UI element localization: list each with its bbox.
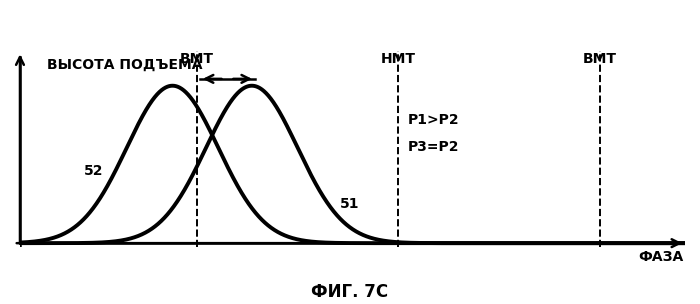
Text: ФАЗА: ФАЗА [638,250,684,264]
Text: P1>P2: P1>P2 [407,113,459,127]
Text: ВМТ: ВМТ [582,52,617,67]
Text: ВМТ: ВМТ [180,52,214,67]
Text: 52: 52 [84,164,104,178]
Text: ФИГ. 7C: ФИГ. 7C [312,283,388,301]
Text: ВЫСОТА ПОДЪЕМА: ВЫСОТА ПОДЪЕМА [47,57,202,71]
Text: 51: 51 [340,197,360,211]
Text: НМТ: НМТ [381,52,416,67]
Text: P3=P2: P3=P2 [407,140,459,154]
